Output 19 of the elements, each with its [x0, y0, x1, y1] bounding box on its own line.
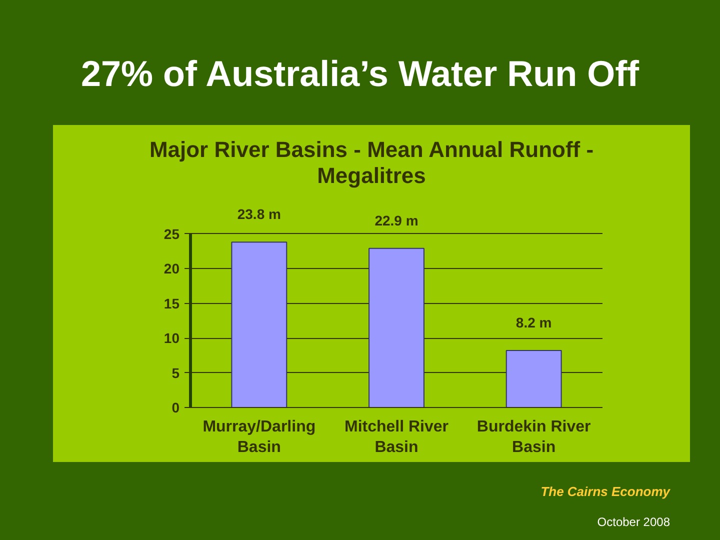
y-tick-label: 5 — [172, 364, 180, 381]
x-tick-label: Murray/Darling Basin — [202, 418, 316, 456]
chart-title: 27% of Australia’s Water Run Off — [80, 52, 640, 96]
chart-subtitle: Major River Basins - Mean Annual Runoff - Megalitres — [148, 137, 595, 189]
x-tick-label: Burdekin River Basin — [476, 418, 591, 456]
y-tick-label: 10 — [164, 330, 180, 346]
y-tick-label: 15 — [164, 295, 180, 312]
bar — [231, 242, 288, 408]
data-label: 8.2 m — [516, 314, 552, 331]
data-label: 23.8 m — [237, 206, 281, 222]
y-tick-label: 0 — [172, 400, 180, 416]
bar — [506, 350, 562, 408]
data-label: 22.9 m — [374, 212, 418, 228]
y-tick-label: 20 — [164, 260, 180, 277]
text: The Cairns Economy — [540, 484, 670, 500]
x-tick-label: Mitchell River Basin — [344, 418, 449, 456]
bar — [368, 248, 424, 408]
y-tick-label: 25 — [164, 226, 180, 242]
text: October 2008 — [596, 514, 670, 530]
